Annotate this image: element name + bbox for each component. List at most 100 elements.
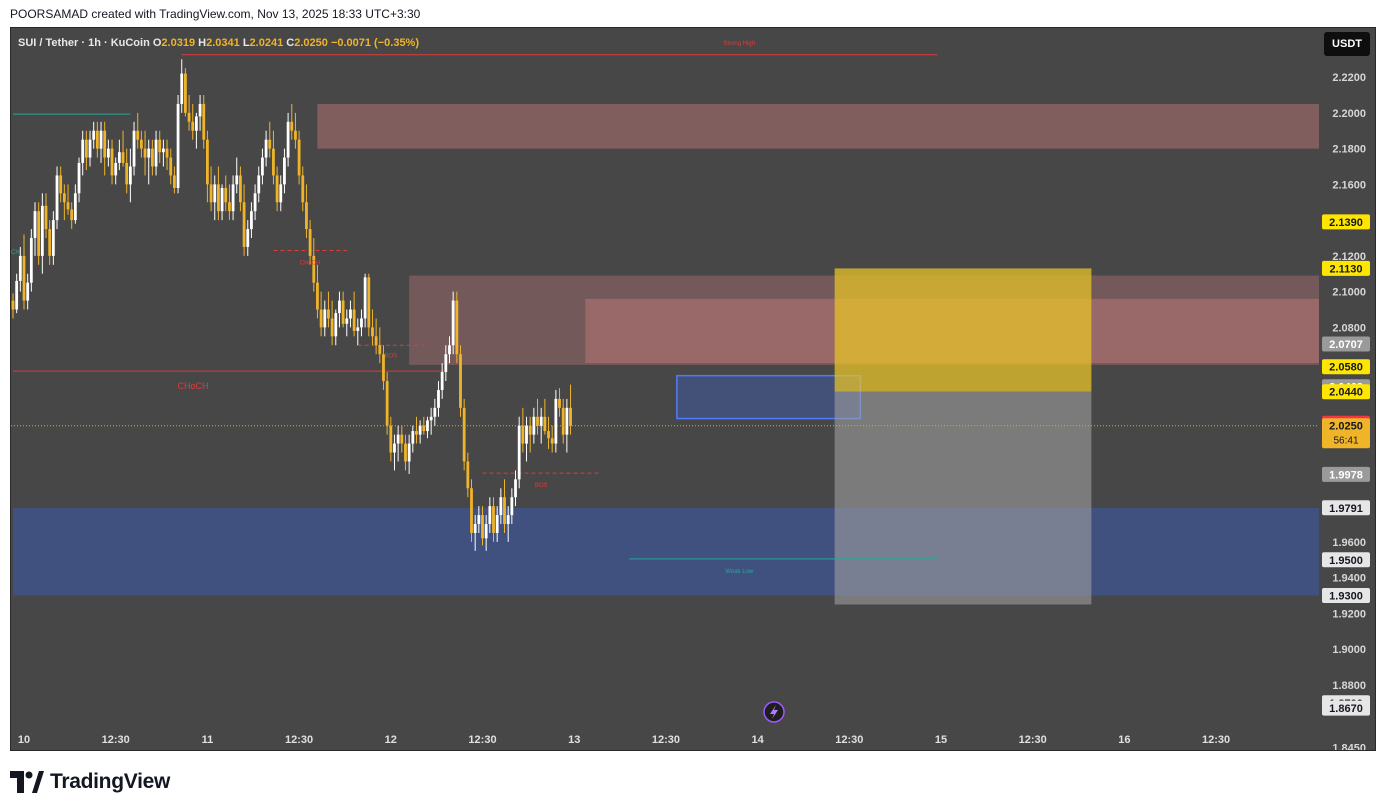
y-tick-label: 2.2200 [1332,72,1366,84]
candle-body [125,162,129,185]
candle-body [305,202,308,230]
candle-body [55,175,59,221]
candle-body [176,103,180,188]
candle-body [132,130,136,167]
x-tick-label: 12:30 [468,734,496,746]
price-label: 1.9978 [1329,469,1363,481]
candle-body [418,425,422,435]
candle-body [510,497,514,516]
candle-body [180,73,184,104]
y-tick-label: 2.2000 [1332,108,1366,120]
price-label: 2.1390 [1329,217,1363,229]
chart-caption: POORSAMAD created with TradingView.com, … [10,7,421,21]
y-tick-label: 1.8450 [1332,742,1366,751]
candle-body [371,327,374,337]
candle-body [272,148,275,176]
candle-body [103,130,107,158]
candle-body [250,211,253,230]
price-label: 2.1130 [1329,263,1362,275]
ch-left-label: CH [11,250,20,256]
candle-body [297,139,301,176]
candle-body [554,398,558,444]
currency-unit-button[interactable]: USDT [1324,32,1370,56]
y-tick-label: 2.1000 [1332,287,1366,299]
candle-body [532,416,536,435]
candle-body [73,193,77,221]
brand-name: TradingView [50,770,171,793]
bos-label: BOS [384,353,397,359]
candle-body [367,277,371,328]
legend-change: −0.0071 (−0.35%) [331,37,419,49]
candle-body [481,515,484,539]
bos-label: BOS [535,483,548,489]
x-tick-label: 12:30 [102,734,130,746]
y-tick-label: 2.1600 [1332,179,1366,191]
candle-body [202,103,206,140]
candle-body [158,139,162,153]
candle-body [224,187,228,203]
legend-open-label: O [153,37,162,49]
legend-close-label: C [286,37,294,49]
y-tick-label: 1.8800 [1332,680,1366,692]
candle-body [22,255,26,301]
candle-body [477,515,481,525]
candle-body [433,407,437,417]
candle-body [484,524,488,539]
candle-body [378,345,382,355]
candle-body [444,354,448,373]
candle-body [29,238,33,283]
candle-body [488,506,492,525]
weak-low-label: Weak Low [725,569,754,575]
price-label: 1.9300 [1329,591,1363,603]
candle-body [40,205,44,256]
x-tick-label: 16 [1118,734,1130,746]
chart-frame[interactable]: Strong High Weak Low CHoCH CHoCH BOS BOS CH SUI… [10,27,1376,751]
candle-body [128,166,132,185]
price-label-box [1322,336,1370,352]
candle-body [62,193,66,203]
candle-body [261,157,264,176]
demand-zone [13,507,1319,596]
candle-body [352,309,356,331]
candle-body [558,398,561,408]
tradingview-brand: TradingView [10,768,170,796]
candle-body [451,300,455,346]
candle-body [59,175,63,194]
candle-body [466,461,470,489]
lightning-bolt-icon [770,705,778,719]
candle-body [70,209,74,221]
candle-body [514,479,517,498]
price-label: 1.9791 [1329,503,1363,515]
y-tick-label: 1.9600 [1332,537,1366,549]
candle-body [187,112,191,122]
candle-body [286,121,290,158]
y-tick-label: 2.0800 [1332,322,1366,334]
target-box [834,268,1092,392]
x-tick-label: 10 [18,734,30,746]
candle-body [239,175,242,203]
candle-body [253,193,257,212]
candle-body [15,280,19,310]
candle-body [11,300,15,310]
candle-body [462,407,466,462]
candle-body [161,148,165,153]
candle-body [294,130,297,140]
x-tick-label: 15 [935,734,947,746]
price-label-box [1322,588,1370,604]
candle-body [506,515,510,525]
y-tick-label: 1.9200 [1332,608,1366,620]
price-label: 2.0440 [1329,387,1363,399]
candle-body [110,148,114,176]
candle-body [528,425,532,435]
candle-body [121,152,125,163]
fvg-box [676,374,862,420]
candle-body [290,121,294,131]
candle-body [246,229,250,247]
candle-body [374,336,378,346]
candle-body [220,187,224,212]
price-label-box [1322,552,1370,568]
price-label-box [1322,466,1370,482]
candle-body [143,148,147,158]
candle-body [404,443,407,462]
